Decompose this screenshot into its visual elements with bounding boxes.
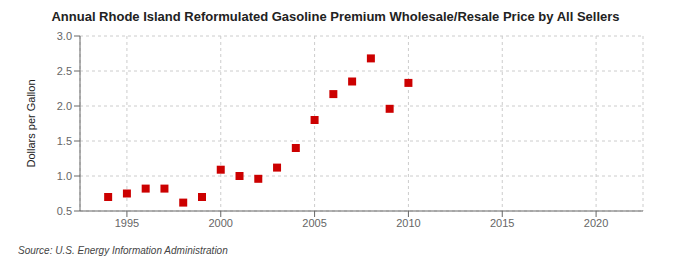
svg-text:2020: 2020 [584, 217, 608, 229]
svg-text:0.5: 0.5 [57, 205, 72, 217]
svg-text:2000: 2000 [209, 217, 233, 229]
svg-text:1995: 1995 [115, 217, 139, 229]
svg-text:1.5: 1.5 [57, 135, 72, 147]
svg-text:1.0: 1.0 [57, 170, 72, 182]
svg-text:3.0: 3.0 [57, 30, 72, 42]
svg-text:2.0: 2.0 [57, 100, 72, 112]
svg-text:2.5: 2.5 [57, 65, 72, 77]
html-text:Source: U.S. Energy Informatio: Source: U.S. Energy Information Administ… [18, 245, 228, 256]
html-text:Annual Rhode Island Reformulat: Annual Rhode Island Reformulated Gasolin… [51, 9, 620, 24]
svg-text:2010: 2010 [396, 217, 420, 229]
svg-text:2005: 2005 [302, 217, 326, 229]
svg-text:Dollars per Gallon: Dollars per Gallon [25, 79, 37, 167]
svg-text:2015: 2015 [490, 217, 514, 229]
